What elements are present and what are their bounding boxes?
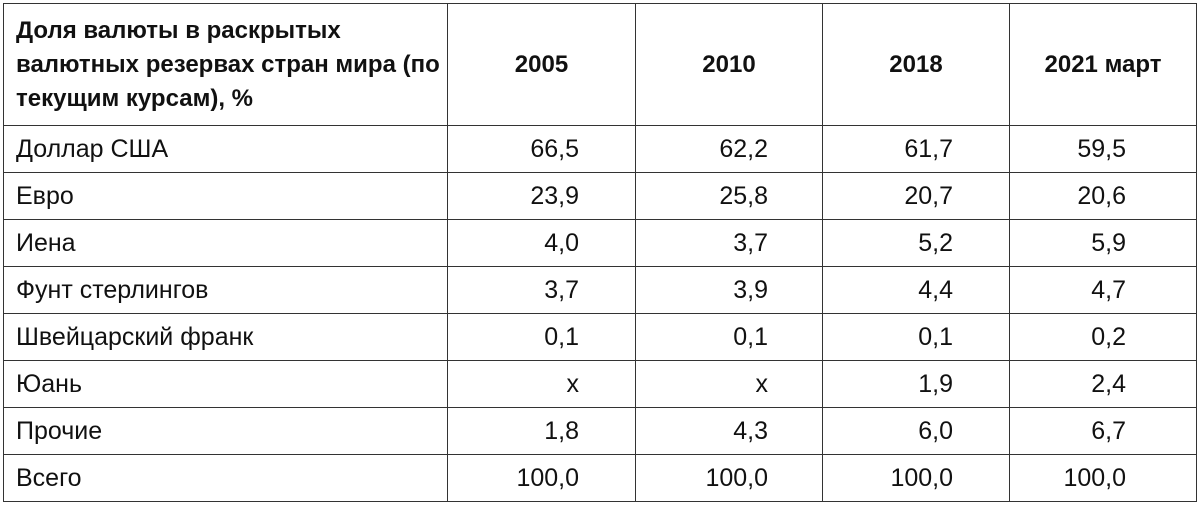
table-row: Евро 23,9 25,8 20,7 20,6 (3, 172, 1197, 220)
cell-value: 3,7 (447, 266, 636, 314)
cell-value: 66,5 (447, 125, 636, 173)
table-row: Фунт стерлингов 3,7 3,9 4,4 4,7 (3, 266, 1197, 314)
cell-value: 20,7 (822, 172, 1010, 220)
cell-value: 0,2 (1009, 313, 1197, 361)
cell-value: 100,0 (822, 454, 1010, 502)
cell-value: 1,9 (822, 360, 1010, 408)
cell-value: 3,9 (635, 266, 823, 314)
cell-value: 1,8 (447, 407, 636, 455)
column-header-2010: 2010 (635, 3, 823, 126)
row-label: Доллар США (3, 125, 448, 173)
column-header-2005: 2005 (447, 3, 636, 126)
row-label: Евро (3, 172, 448, 220)
cell-value: 25,8 (635, 172, 823, 220)
cell-value: 0,1 (635, 313, 823, 361)
cell-value: 4,0 (447, 219, 636, 267)
cell-value: 0,1 (447, 313, 636, 361)
cell-value: 100,0 (1009, 454, 1197, 502)
table-row-total: Всего 100,0 100,0 100,0 100,0 (3, 454, 1197, 502)
cell-value: 59,5 (1009, 125, 1197, 173)
row-label: Швейцарский франк (3, 313, 448, 361)
cell-value: 23,9 (447, 172, 636, 220)
table-row: Доллар США 66,5 62,2 61,7 59,5 (3, 125, 1197, 173)
row-label: Фунт стерлингов (3, 266, 448, 314)
row-label: Прочие (3, 407, 448, 455)
cell-value: 6,0 (822, 407, 1010, 455)
cell-value: 4,4 (822, 266, 1010, 314)
cell-value: 61,7 (822, 125, 1010, 173)
row-label: Юань (3, 360, 448, 408)
cell-value: 100,0 (635, 454, 823, 502)
cell-value: 6,7 (1009, 407, 1197, 455)
row-label: Всего (3, 454, 448, 502)
column-header-2021-march: 2021 март (1009, 3, 1197, 126)
row-label: Иена (3, 219, 448, 267)
cell-value: 2,4 (1009, 360, 1197, 408)
cell-value: 4,3 (635, 407, 823, 455)
cell-value: 0,1 (822, 313, 1010, 361)
table-body: Доля валюты в раскрытых валютных резерва… (3, 3, 1197, 502)
cell-value: 62,2 (635, 125, 823, 173)
currency-share-table: Доля валюты в раскрытых валютных резерва… (3, 3, 1197, 502)
cell-value: 5,9 (1009, 219, 1197, 267)
cell-value: x (635, 360, 823, 408)
cell-value: 5,2 (822, 219, 1010, 267)
table-header-label: Доля валюты в раскрытых валютных резерва… (3, 3, 448, 126)
table-row: Швейцарский франк 0,1 0,1 0,1 0,2 (3, 313, 1197, 361)
table-row: Иена 4,0 3,7 5,2 5,9 (3, 219, 1197, 267)
table-header-row: Доля валюты в раскрытых валютных резерва… (3, 3, 1197, 126)
cell-value: 3,7 (635, 219, 823, 267)
table-row: Юань x x 1,9 2,4 (3, 360, 1197, 408)
cell-value: x (447, 360, 636, 408)
currency-share-table-container: Доля валюты в раскрытых валютных резерва… (3, 3, 1197, 502)
column-header-2018: 2018 (822, 3, 1010, 126)
table-row: Прочие 1,8 4,3 6,0 6,7 (3, 407, 1197, 455)
cell-value: 4,7 (1009, 266, 1197, 314)
cell-value: 100,0 (447, 454, 636, 502)
cell-value: 20,6 (1009, 172, 1197, 220)
